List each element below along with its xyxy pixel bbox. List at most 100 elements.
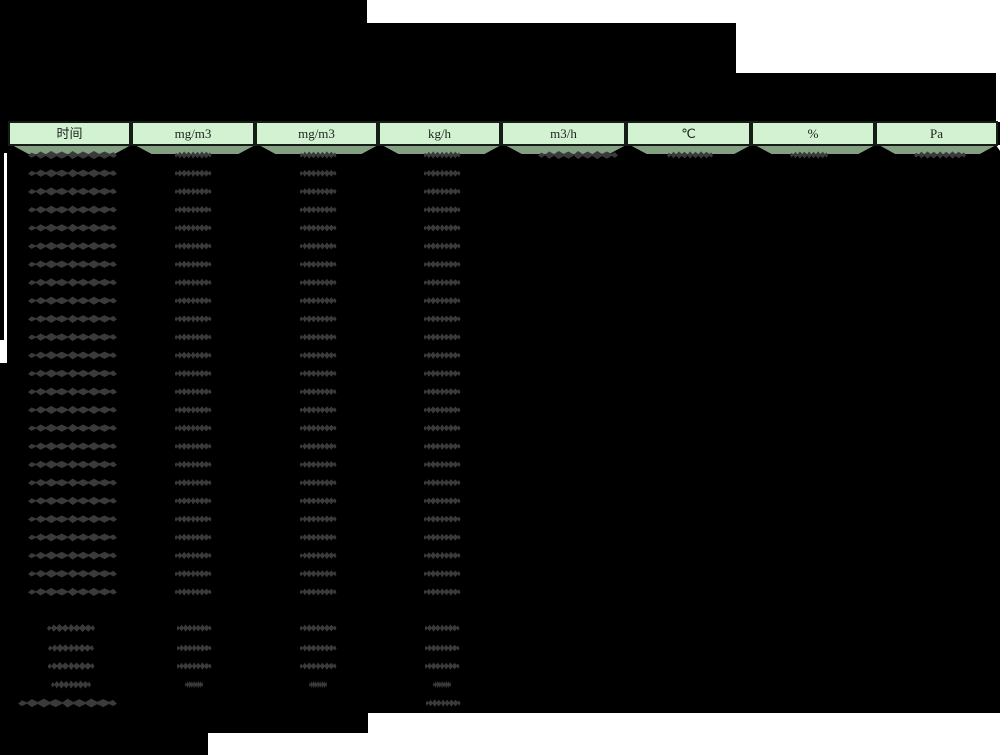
redacted-text-blob [174,315,212,323]
redacted-text-blob [299,624,337,632]
redacted-timestamp-blob [28,515,117,524]
header-label: 时间 [56,126,83,141]
header-cell-pa: Pa [875,121,998,146]
redacted-timestamp-blob [28,187,117,196]
redacted-text-blob [185,680,203,689]
redacted-text-blob [423,442,461,450]
header-label: mg/m3 [174,126,212,141]
redacted-text-blob [423,369,461,378]
redacted-summary-label-blob [47,624,95,633]
redacted-text-blob [423,333,461,341]
redacted-text-blob [174,406,212,414]
redacted-text-blob [423,515,461,523]
redacted-text-blob [299,333,337,341]
page-white-region-top-2 [736,23,1000,73]
redacted-text-blob [424,662,460,670]
redacted-text-blob [174,424,212,432]
page-white-region-left-strip [4,153,7,340]
redacted-text-blob [174,296,212,305]
header-label: Pa [930,126,943,141]
redacted-text-blob [299,315,337,323]
redacted-text-blob [299,260,337,268]
redacted-text-blob [174,569,212,578]
redacted-text-blob [299,644,337,652]
redacted-timestamp-blob [28,223,117,232]
redacted-text-blob [423,351,461,359]
redacted-timestamp-blob [28,260,117,269]
redacted-text-blob [174,333,212,341]
redacted-text-blob [299,662,337,670]
redacted-text-blob [174,460,212,469]
redacted-timestamp-blob [28,351,117,360]
redacted-summary-label-blob [48,644,94,653]
redacted-text-blob [433,680,451,689]
header-cell-shadow [133,144,257,154]
redacted-text-blob [174,205,212,214]
redacted-text-blob [174,242,212,250]
redacted-timestamp-blob [28,478,117,487]
redacted-text-blob [174,187,212,196]
redacted-timestamp-blob [28,460,117,469]
redacted-text-blob [299,242,337,250]
redacted-text-blob [423,242,461,250]
header-cell-percent: % [751,121,875,146]
redacted-timestamp-blob [28,314,117,323]
header-cell-mgm3-2: mg/m3 [255,121,378,146]
redacted-text-blob [423,424,461,432]
redacted-text-blob [299,460,337,469]
header-cell-shadow [503,144,628,154]
redacted-timestamp-blob [28,533,117,542]
header-cell-kgh: kg/h [378,121,501,146]
redacted-text-blob [299,515,337,523]
redacted-text-blob [299,351,337,359]
redacted-timestamp-blob [28,442,117,451]
redacted-text-blob [174,169,212,177]
redacted-text-blob [423,588,461,596]
header-cell-shadow [380,144,503,154]
redacted-text-blob [299,369,337,378]
redacted-text-blob [174,551,212,560]
redacted-timestamp-blob [28,151,117,160]
redacted-text-blob [667,151,713,159]
redacted-text-blob [914,151,966,159]
header-cell-shadow [10,144,133,154]
redacted-text-blob [174,442,212,450]
redacted-text-blob [423,315,461,323]
redacted-text-blob [299,151,337,159]
redacted-text-blob [423,151,461,159]
header-cell-shadow [257,144,380,154]
redacted-timestamp-blob [28,333,117,342]
redacted-text-blob [299,424,337,432]
redacted-text-blob [299,588,337,596]
redacted-text-blob [299,533,337,541]
page-white-region-bottom-2 [208,733,1000,755]
redacted-text-blob [424,624,460,632]
redacted-text-blob [299,387,337,396]
redacted-timestamp-blob [28,587,117,596]
redacted-text-blob [176,624,212,632]
redacted-text-blob [174,369,212,378]
redacted-text-blob [299,442,337,450]
redacted-text-blob [423,205,461,214]
redacted-text-blob [299,497,337,505]
redacted-summary-label-blob [47,662,95,671]
redacted-text-blob [174,387,212,396]
page-white-region-right-corner [996,145,1000,151]
header-cell-shadow [753,144,877,154]
redacted-text-blob [299,551,337,560]
redacted-text-blob [309,680,327,689]
redacted-text-blob [423,497,461,505]
redacted-text-blob [174,260,212,268]
redacted-text-blob [423,551,461,560]
header-label: m3/h [550,126,577,141]
redacted-text-blob [423,278,461,287]
redacted-timestamp-blob [28,296,117,305]
redacted-timestamp-blob [28,496,117,505]
redacted-text-blob [174,515,212,523]
redacted-timestamp-blob [28,405,117,414]
redacted-text-blob [423,387,461,396]
redacted-timestamp-blob [28,242,117,251]
header-cell-celsius: ℃ [626,121,751,146]
redacted-timestamp-blob [28,424,117,433]
